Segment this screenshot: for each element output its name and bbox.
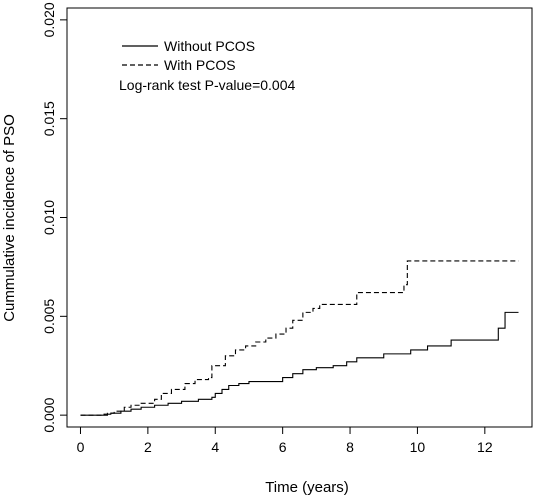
y-axis-label: Cummulative incidence of PSO	[1, 114, 18, 322]
y-tick-label: 0.010	[41, 200, 57, 235]
y-tick-label: 0.005	[41, 299, 57, 334]
x-axis-label: Time (years)	[265, 479, 349, 496]
legend-label-without-pcos: Without PCOS	[164, 38, 255, 54]
plot-frame	[66, 7, 533, 428]
x-tick-label: 10	[410, 439, 426, 455]
series-group	[80, 260, 519, 416]
y-tick-label: 0.000	[41, 397, 57, 432]
x-tick-label: 4	[211, 439, 219, 455]
ticks-group: 0 2 4 6 8 10 12 0.000 0.005 0.010 0.015 0.020	[41, 2, 493, 455]
annotation-logrank: Log-rank test P-value=0.004	[119, 77, 295, 93]
series-line-without-pcos	[80, 311, 519, 416]
y-tick-label: 0.015	[41, 101, 57, 136]
x-tick-label: 8	[346, 439, 354, 455]
axes-group	[66, 7, 533, 428]
legend: Without PCOS With PCOS	[122, 38, 255, 73]
legend-label-with-pcos: With PCOS	[164, 57, 236, 73]
x-tick-label: 2	[144, 439, 152, 455]
series-line-with-pcos	[80, 260, 519, 416]
x-tick-label: 0	[77, 439, 85, 455]
x-tick-label: 6	[279, 439, 287, 455]
x-tick-label: 12	[477, 439, 493, 455]
y-tick-label: 0.020	[41, 2, 57, 37]
